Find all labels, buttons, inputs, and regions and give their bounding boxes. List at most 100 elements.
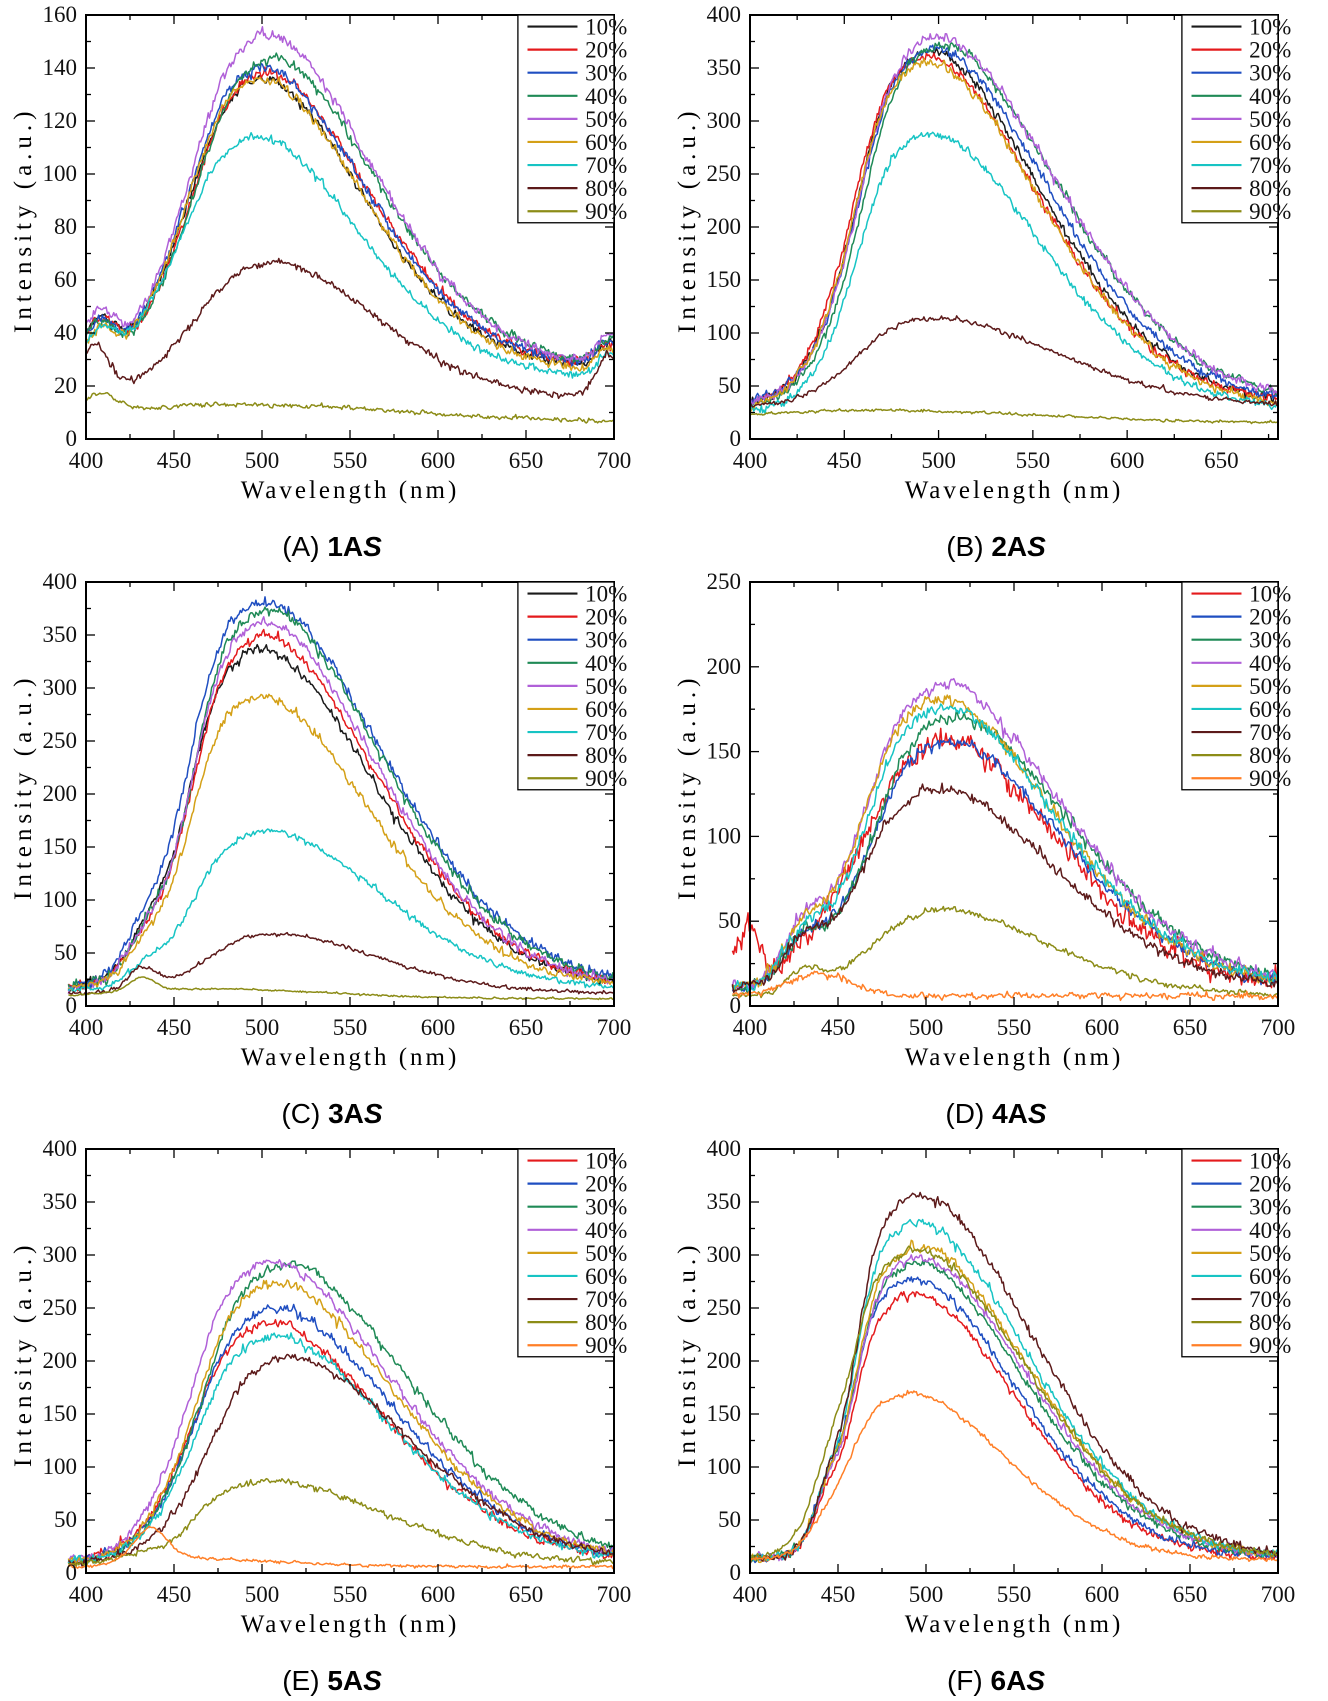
svg-text:90%: 90% <box>585 1333 627 1358</box>
svg-text:300: 300 <box>43 675 78 700</box>
svg-text:80%: 80% <box>1249 743 1291 768</box>
svg-text:60: 60 <box>54 267 77 292</box>
svg-text:20%: 20% <box>585 605 627 630</box>
svg-text:20%: 20% <box>585 1172 627 1197</box>
svg-text:40%: 40% <box>585 651 627 676</box>
svg-text:250: 250 <box>707 161 742 186</box>
svg-text:500: 500 <box>245 1015 280 1040</box>
svg-text:150: 150 <box>43 834 78 859</box>
svg-text:10%: 10% <box>1249 15 1291 40</box>
svg-text:600: 600 <box>421 1015 456 1040</box>
svg-text:100: 100 <box>707 823 742 848</box>
svg-text:550: 550 <box>333 1582 368 1607</box>
svg-text:350: 350 <box>707 1189 742 1214</box>
svg-text:550: 550 <box>333 448 368 473</box>
svg-text:300: 300 <box>707 108 742 133</box>
svg-text:200: 200 <box>43 1348 78 1373</box>
svg-text:550: 550 <box>1016 448 1051 473</box>
svg-text:700: 700 <box>1261 1015 1296 1040</box>
svg-text:30%: 30% <box>585 1195 627 1220</box>
svg-text:100: 100 <box>43 1454 78 1479</box>
svg-text:30%: 30% <box>1249 61 1291 86</box>
svg-text:70%: 70% <box>1249 1287 1291 1312</box>
svg-text:10%: 10% <box>585 15 627 40</box>
svg-text:10%: 10% <box>585 1149 627 1174</box>
svg-text:90%: 90% <box>585 766 627 791</box>
svg-text:140: 140 <box>43 55 78 80</box>
svg-text:90%: 90% <box>1249 766 1291 791</box>
svg-text:100: 100 <box>707 1454 742 1479</box>
svg-text:70%: 70% <box>1249 720 1291 745</box>
svg-text:70%: 70% <box>1249 153 1291 178</box>
svg-text:650: 650 <box>1204 448 1239 473</box>
svg-text:450: 450 <box>157 448 192 473</box>
svg-text:10%: 10% <box>1249 1149 1291 1174</box>
svg-text:150: 150 <box>707 739 742 764</box>
svg-text:550: 550 <box>997 1015 1032 1040</box>
svg-text:250: 250 <box>707 569 742 594</box>
svg-text:70%: 70% <box>585 1287 627 1312</box>
svg-text:250: 250 <box>43 728 78 753</box>
svg-text:450: 450 <box>827 448 862 473</box>
svg-text:400: 400 <box>43 1136 78 1161</box>
svg-text:700: 700 <box>597 1582 632 1607</box>
svg-text:70%: 70% <box>585 153 627 178</box>
svg-text:160: 160 <box>43 2 78 27</box>
svg-text:600: 600 <box>1085 1015 1120 1040</box>
svg-text:50: 50 <box>54 1507 77 1532</box>
svg-text:600: 600 <box>1085 1582 1120 1607</box>
svg-text:60%: 60% <box>1249 1264 1291 1289</box>
svg-text:50: 50 <box>718 373 741 398</box>
svg-text:400: 400 <box>733 1582 768 1607</box>
svg-text:80%: 80% <box>585 1310 627 1335</box>
svg-text:350: 350 <box>707 55 742 80</box>
svg-text:20%: 20% <box>1249 605 1291 630</box>
svg-text:100: 100 <box>43 887 78 912</box>
svg-text:200: 200 <box>43 781 78 806</box>
svg-text:60%: 60% <box>585 697 627 722</box>
svg-text:500: 500 <box>245 1582 280 1607</box>
svg-text:300: 300 <box>707 1242 742 1267</box>
svg-text:650: 650 <box>1173 1582 1208 1607</box>
svg-text:550: 550 <box>997 1582 1032 1607</box>
svg-text:10%: 10% <box>1249 582 1291 607</box>
svg-text:80%: 80% <box>585 743 627 768</box>
svg-text:450: 450 <box>821 1015 856 1040</box>
svg-text:500: 500 <box>909 1015 944 1040</box>
svg-text:30%: 30% <box>585 628 627 653</box>
svg-text:50%: 50% <box>1249 107 1291 132</box>
svg-text:500: 500 <box>921 448 956 473</box>
svg-text:50%: 50% <box>1249 1241 1291 1266</box>
svg-text:450: 450 <box>821 1582 856 1607</box>
svg-text:20%: 20% <box>585 38 627 63</box>
svg-text:300: 300 <box>43 1242 78 1267</box>
svg-text:100: 100 <box>707 320 742 345</box>
svg-text:600: 600 <box>421 448 456 473</box>
svg-text:60%: 60% <box>585 1264 627 1289</box>
svg-text:50%: 50% <box>585 674 627 699</box>
svg-text:150: 150 <box>707 267 742 292</box>
svg-text:40%: 40% <box>585 1218 627 1243</box>
svg-text:450: 450 <box>157 1015 192 1040</box>
svg-text:50: 50 <box>54 940 77 965</box>
svg-text:650: 650 <box>1173 1015 1208 1040</box>
svg-text:30%: 30% <box>1249 628 1291 653</box>
svg-text:350: 350 <box>43 622 78 647</box>
svg-text:150: 150 <box>43 1401 78 1426</box>
svg-text:700: 700 <box>1261 1582 1296 1607</box>
svg-text:80%: 80% <box>1249 176 1291 201</box>
svg-text:400: 400 <box>733 1015 768 1040</box>
svg-text:500: 500 <box>909 1582 944 1607</box>
svg-text:20%: 20% <box>1249 1172 1291 1197</box>
svg-text:200: 200 <box>707 214 742 239</box>
svg-text:20: 20 <box>54 373 77 398</box>
svg-text:50%: 50% <box>1249 674 1291 699</box>
svg-text:400: 400 <box>69 448 104 473</box>
svg-text:30%: 30% <box>1249 1195 1291 1220</box>
svg-text:20%: 20% <box>1249 38 1291 63</box>
svg-text:40%: 40% <box>1249 1218 1291 1243</box>
svg-text:50: 50 <box>718 908 741 933</box>
svg-text:700: 700 <box>597 448 632 473</box>
svg-text:50: 50 <box>718 1507 741 1532</box>
svg-text:400: 400 <box>43 569 78 594</box>
